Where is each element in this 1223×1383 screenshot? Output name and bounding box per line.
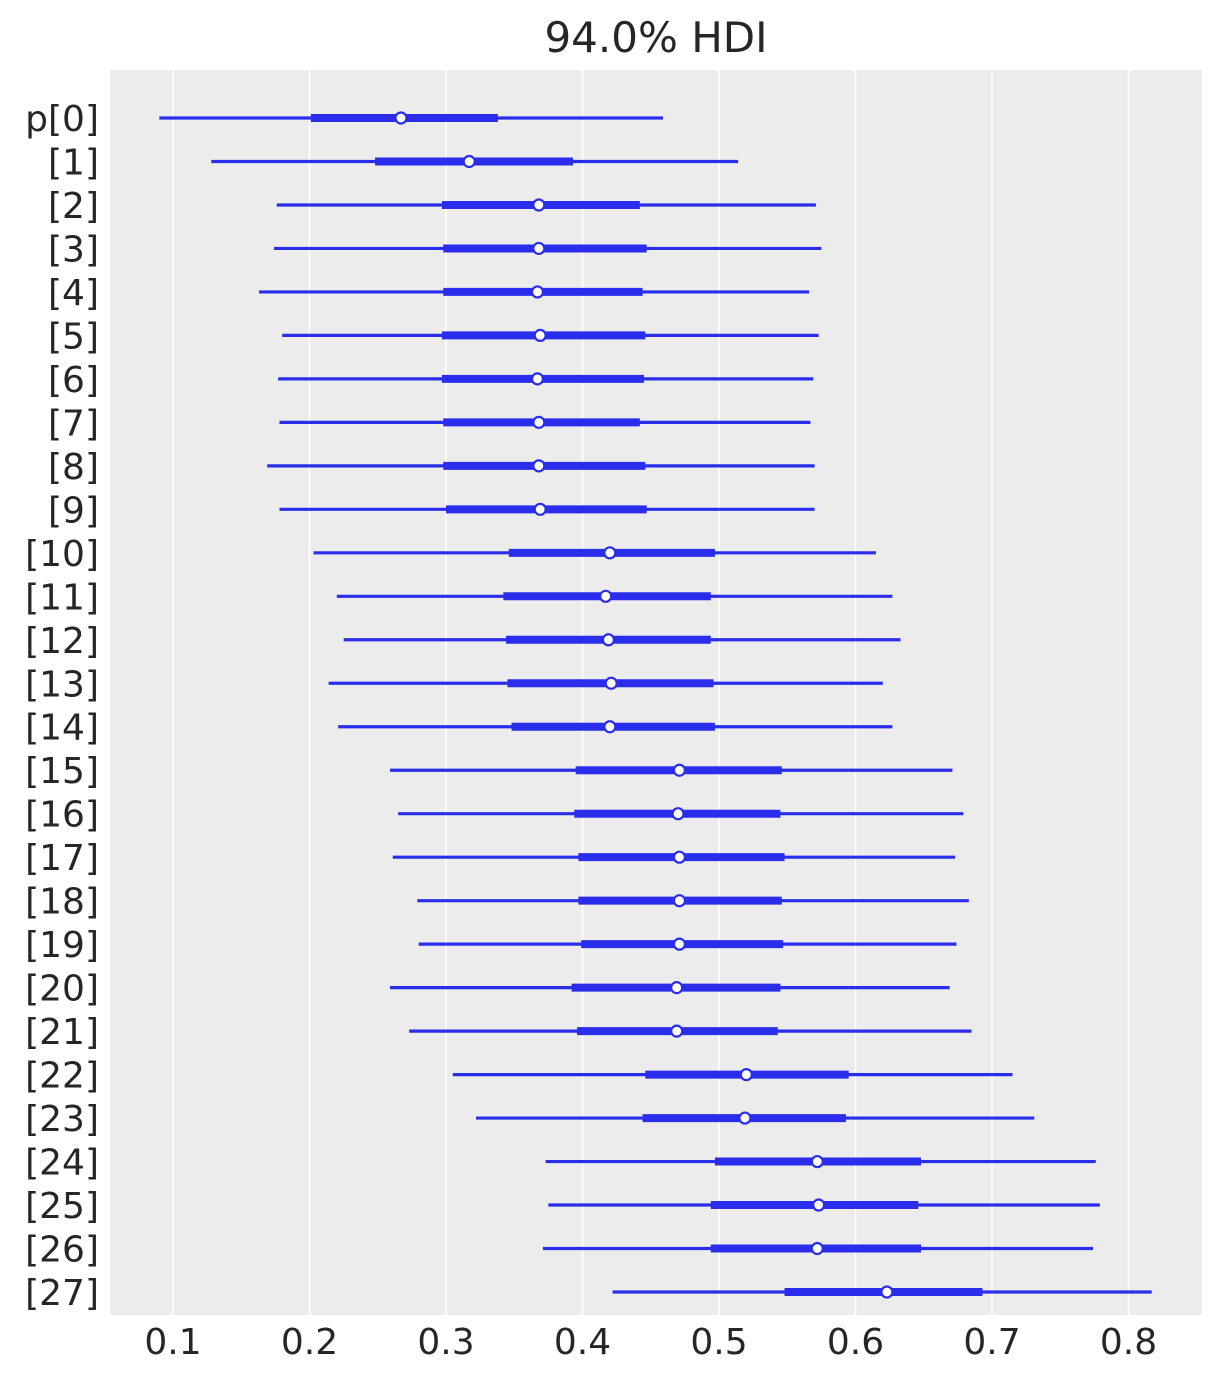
- interval-row: [542, 1241, 1094, 1256]
- y-tick-label: [21]: [25, 1012, 99, 1053]
- y-tick-label: [22]: [25, 1056, 99, 1097]
- median-point: [394, 111, 408, 125]
- y-tick-label: [13]: [25, 664, 99, 705]
- x-tick-label: 0.5: [690, 1322, 747, 1363]
- y-tick-label: [10]: [25, 534, 99, 575]
- y-tick-label: [19]: [25, 925, 99, 966]
- median-point: [812, 1198, 826, 1212]
- median-point: [533, 502, 547, 516]
- x-tick-label: 0.8: [1100, 1322, 1157, 1363]
- median-point: [532, 459, 546, 473]
- interval-row: [258, 285, 810, 299]
- plot-background: [110, 70, 1202, 1315]
- median-point: [670, 981, 684, 995]
- interval-row: [417, 894, 969, 908]
- gridlines: [172, 70, 1130, 1315]
- median-point: [672, 937, 687, 951]
- y-tick-label: [3]: [48, 229, 99, 270]
- interval-row: [274, 241, 822, 256]
- median-point: [604, 676, 618, 690]
- y-tick-label: [23]: [25, 1099, 99, 1140]
- y-tick-label: [20]: [25, 969, 99, 1010]
- y-tick-labels: p[0][1][2][3][4][5][6][7][8][9][10][11][…: [25, 99, 99, 1314]
- median-point: [672, 894, 687, 908]
- interval-row: [409, 1024, 972, 1038]
- median-point: [810, 1241, 824, 1256]
- y-tick-label: [18]: [25, 882, 99, 923]
- median-point: [533, 328, 547, 343]
- interval-row: [336, 589, 893, 603]
- interval-row: [390, 763, 953, 777]
- interval-row: [159, 111, 664, 125]
- y-tick-label: [24]: [25, 1143, 99, 1184]
- y-tick-label: [2]: [48, 186, 99, 227]
- y-tick-label: [5]: [48, 316, 99, 357]
- median-point: [599, 589, 613, 603]
- y-tick-label: [8]: [48, 447, 99, 488]
- median-point: [530, 372, 545, 386]
- y-tick-label: [6]: [48, 360, 99, 401]
- interval-row: [211, 154, 739, 169]
- y-tick-label: [14]: [25, 708, 99, 749]
- median-point: [670, 1024, 684, 1038]
- median-point: [603, 720, 617, 734]
- median-point: [880, 1285, 894, 1299]
- interval-row: [282, 328, 819, 343]
- interval-row: [398, 807, 964, 821]
- interval-row: [328, 676, 883, 690]
- interval-row: [390, 981, 950, 995]
- interval-row: [267, 459, 815, 473]
- median-point: [601, 633, 616, 647]
- chart-title: 94.0% HDI: [544, 13, 767, 62]
- interval-row: [548, 1198, 1100, 1212]
- interval-row: [276, 198, 816, 212]
- interval-row: [476, 1111, 1035, 1125]
- median-point: [810, 1154, 824, 1169]
- y-tick-label: [16]: [25, 795, 99, 836]
- y-tick-label: [17]: [25, 838, 99, 879]
- x-tick-label: 0.3: [417, 1322, 474, 1363]
- median-point: [671, 807, 685, 821]
- interval-row: [313, 546, 876, 560]
- x-tick-labels: 0.1 0.2 0.3 0.4 0.5 0.6 0.7 0.8: [144, 1322, 1157, 1363]
- median-point: [530, 285, 545, 299]
- y-tick-label: [27]: [25, 1273, 99, 1314]
- interval-row: [452, 1067, 1013, 1082]
- median-point: [462, 154, 476, 169]
- y-tick-label: [15]: [25, 751, 99, 792]
- median-point: [672, 763, 687, 777]
- y-tick-label: [26]: [25, 1230, 99, 1271]
- interval-row: [279, 415, 811, 429]
- median-point: [532, 241, 546, 256]
- y-tick-label: [11]: [25, 577, 99, 618]
- interval-row: [545, 1154, 1096, 1169]
- median-point: [738, 1111, 752, 1125]
- x-tick-label: 0.2: [281, 1322, 338, 1363]
- y-tick-label: [9]: [48, 490, 99, 531]
- interval-row: [343, 633, 901, 647]
- x-tick-label: 0.4: [554, 1322, 611, 1363]
- y-tick-label: [1]: [48, 142, 99, 183]
- y-tick-label: [7]: [48, 403, 99, 444]
- median-point: [603, 546, 617, 560]
- y-tick-label: [4]: [48, 273, 99, 314]
- x-tick-label: 0.7: [963, 1322, 1020, 1363]
- median-point: [672, 850, 687, 864]
- interval-row: [278, 372, 814, 386]
- interval-row: [392, 850, 956, 864]
- interval-row: [418, 937, 957, 951]
- median-point: [532, 198, 546, 212]
- median-point: [739, 1067, 753, 1082]
- y-tick-label: [25]: [25, 1186, 99, 1227]
- x-tick-label: 0.1: [144, 1322, 201, 1363]
- interval-row: [338, 720, 893, 734]
- interval-marks: [159, 111, 1152, 1299]
- x-tick-label: 0.6: [827, 1322, 884, 1363]
- y-tick-label: [12]: [25, 621, 99, 662]
- median-point: [532, 415, 546, 429]
- interval-row: [279, 502, 815, 516]
- interval-row: [612, 1285, 1152, 1299]
- y-tick-label: p[0]: [25, 99, 99, 140]
